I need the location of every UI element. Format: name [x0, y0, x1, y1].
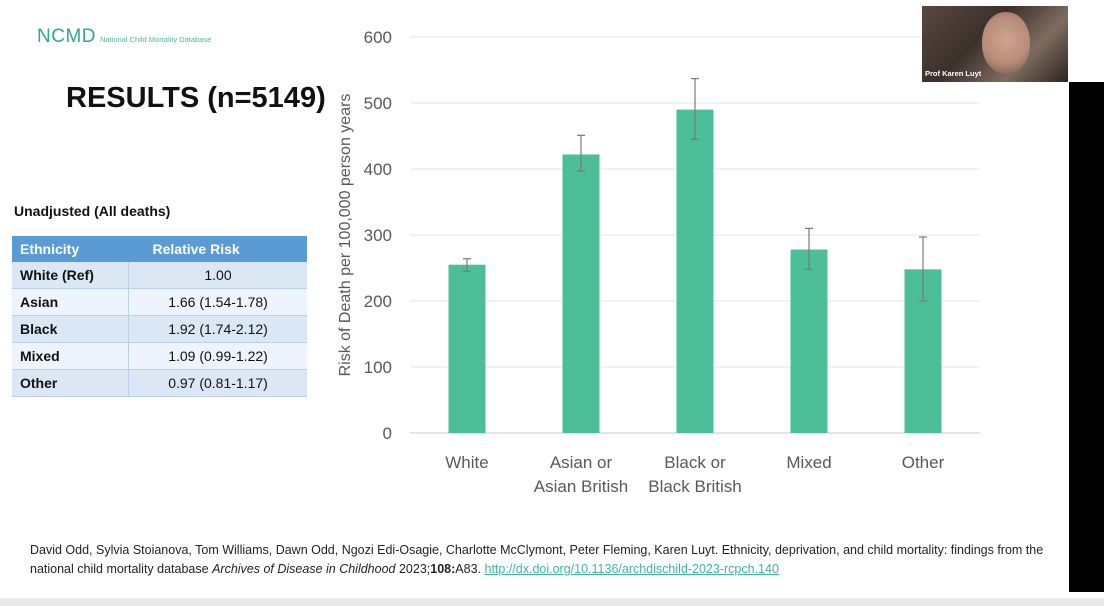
bar — [790, 249, 828, 433]
bar — [676, 109, 714, 433]
header-ethnicity: Ethnicity — [12, 236, 129, 262]
logo-sub-text: National Child Mortality Database — [100, 35, 212, 44]
logo-main-text: NCMD — [37, 26, 96, 47]
x-tick-label: White — [445, 453, 488, 472]
table-row: Mixed 1.09 (0.99-1.22) — [12, 342, 307, 370]
speaker-name-label: Prof Karen Luyt — [925, 69, 982, 78]
side-bar — [1069, 82, 1104, 592]
table-header-row: Ethnicity Relative Risk — [12, 236, 307, 262]
x-tick-label: Other — [902, 453, 945, 472]
x-tick-label: Asian or — [550, 453, 613, 472]
bar — [562, 154, 600, 434]
speaker-face — [982, 12, 1030, 74]
cell-relative-risk: 0.97 (0.81-1.17) — [128, 369, 307, 397]
citation-authors: David Odd, Sylvia Stoianova, Tom William… — [30, 543, 719, 557]
bottom-strip — [0, 598, 1104, 606]
x-tick-label: Black British — [648, 477, 742, 496]
citation-year: 2023; — [398, 562, 431, 576]
y-tick-label: 300 — [364, 226, 392, 245]
cell-relative-risk: 1.66 (1.54-1.78) — [128, 288, 307, 316]
y-tick-label: 500 — [364, 94, 392, 113]
citation-volume: 108: — [430, 562, 456, 576]
cell-ethnicity: Mixed — [12, 342, 129, 370]
results-heading: RESULTS (n=5149) — [66, 82, 326, 114]
cell-relative-risk: 1.92 (1.74-2.12) — [128, 315, 307, 343]
citation-title: Ethnicity, deprivation, and child mortal… — [30, 543, 1044, 576]
y-tick-label: 0 — [383, 424, 392, 443]
cell-ethnicity: White (Ref) — [12, 262, 129, 289]
relative-risk-table: Ethnicity Relative Risk White (Ref) 1.00… — [12, 236, 307, 397]
ncmd-logo: NCMD National Child Mortality Database — [37, 26, 211, 48]
x-tick-label: Mixed — [786, 453, 831, 472]
cell-ethnicity: Asian — [12, 288, 129, 316]
cell-relative-risk: 1.09 (0.99-1.22) — [128, 342, 307, 370]
y-tick-label: 400 — [364, 160, 392, 179]
y-axis-label: Risk of Death per 100,000 person years — [337, 94, 354, 377]
citation: David Odd, Sylvia Stoianova, Tom William… — [30, 541, 1070, 579]
y-tick-label: 200 — [364, 292, 392, 311]
bar — [448, 264, 486, 433]
citation-doi-link[interactable]: http://dx.doi.org/10.1136/archdischild-2… — [484, 562, 779, 576]
header-relative-risk: Relative Risk — [128, 236, 307, 262]
cell-relative-risk: 1.00 — [128, 262, 307, 289]
citation-pages: A83. — [455, 562, 482, 576]
webcam-video: Prof Karen Luyt — [922, 6, 1068, 82]
risk-bar-chart: 0 100 200 300 400 500 600 Risk of Death per 100… — [337, 28, 980, 496]
y-tick-label: 100 — [364, 358, 392, 377]
x-tick-label: Asian British — [534, 477, 628, 496]
table-title: Unadjusted (All deaths) — [14, 203, 171, 219]
table-row: White (Ref) 1.00 — [12, 262, 307, 289]
cell-ethnicity: Black — [12, 315, 129, 343]
cell-ethnicity: Other — [12, 369, 129, 397]
x-tick-label: Black or — [664, 453, 726, 472]
table-row: Other 0.97 (0.81-1.17) — [12, 369, 307, 397]
table-row: Asian 1.66 (1.54-1.78) — [12, 288, 307, 316]
y-tick-label: 600 — [364, 28, 392, 47]
table-row: Black 1.92 (1.74-2.12) — [12, 315, 307, 343]
citation-journal: Archives of Disease in Childhood — [212, 562, 396, 576]
